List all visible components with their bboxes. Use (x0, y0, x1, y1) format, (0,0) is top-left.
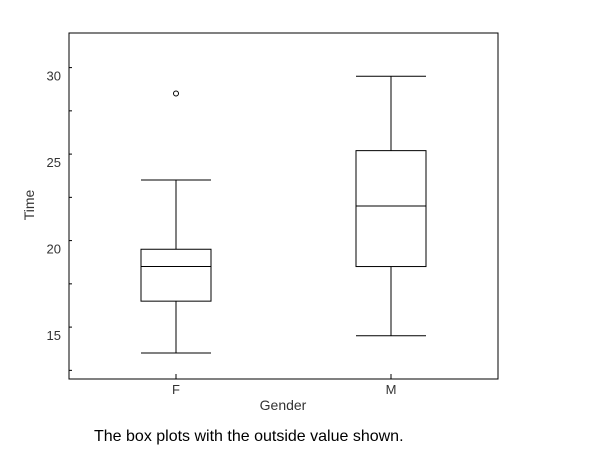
outlier-point (173, 90, 179, 97)
y-tick-label: 20 (47, 241, 61, 256)
y-axis-label: Time (21, 189, 37, 220)
box-series (140, 75, 427, 354)
iqr-box (355, 150, 427, 268)
plot-frame (68, 32, 499, 380)
box-F (140, 90, 212, 354)
y-axis: 15 20 25 30 (47, 67, 72, 371)
figure-caption: The box plots with the outside value sho… (94, 428, 404, 445)
y-tick-label: 15 (47, 328, 61, 343)
y-tick-label: 25 (47, 155, 61, 170)
iqr-box (140, 248, 212, 302)
y-tick-label: 30 (47, 68, 61, 83)
box-M (355, 75, 427, 337)
x-axis-label: Gender (260, 397, 307, 413)
x-tick-label: F (172, 382, 180, 397)
x-tick-label: M (386, 382, 397, 397)
